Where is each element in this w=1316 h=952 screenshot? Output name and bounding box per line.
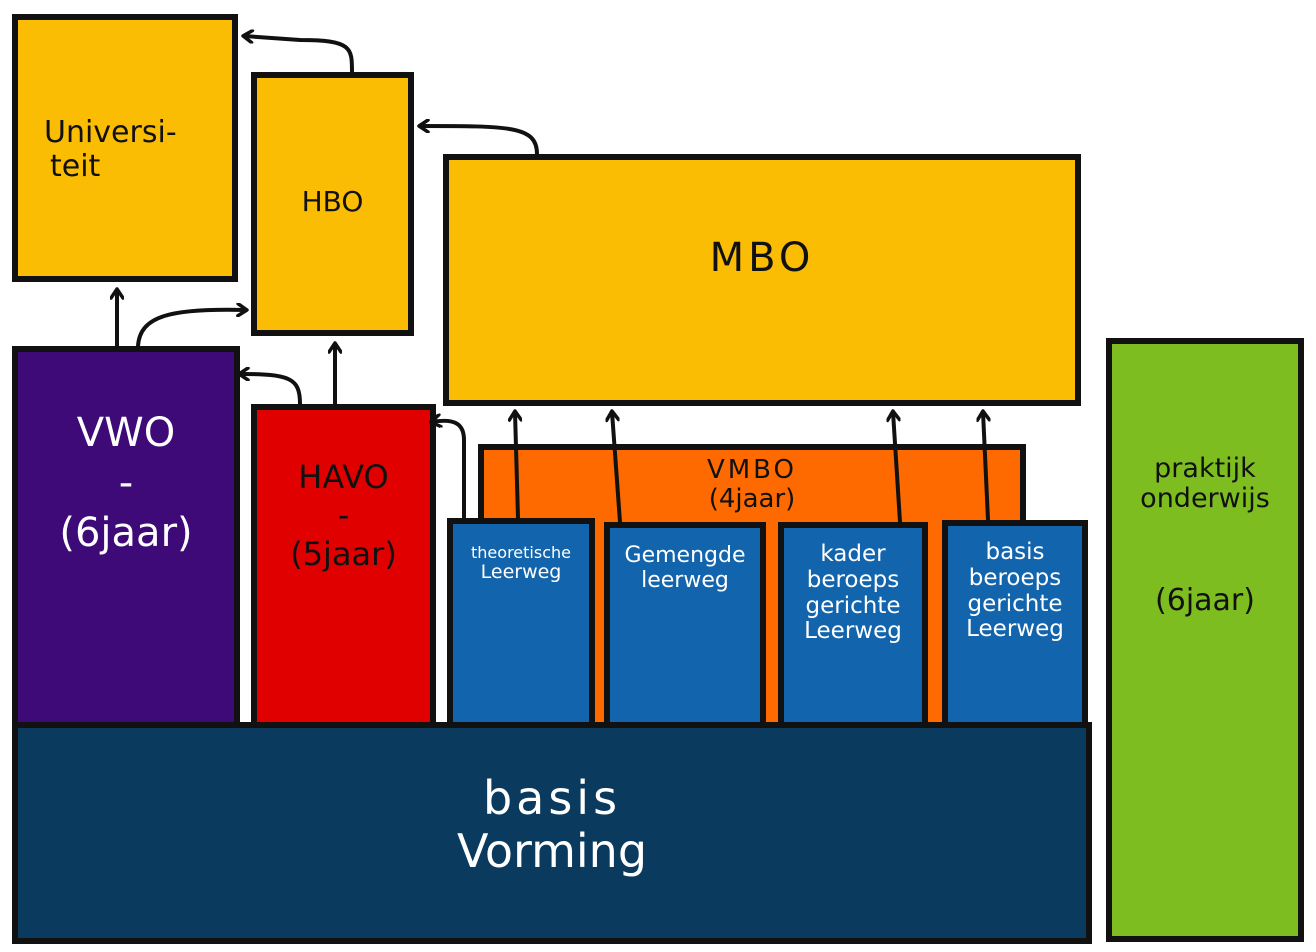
box-basis-beroeps-leerweg: basis beroeps gerichte Leerweg: [942, 520, 1088, 736]
praktijk-label-line1: praktijk: [1154, 453, 1256, 484]
basis-beroeps-label-line2: beroeps: [968, 564, 1062, 591]
havo-label-line1: HAVO: [298, 458, 389, 496]
hbo-label: HBO: [301, 185, 364, 218]
arrow-theoretische-havo: [432, 421, 466, 520]
kader-label-line4: Leerweg: [804, 618, 902, 645]
praktijk-label-line3: (6jaar): [1155, 583, 1255, 619]
box-praktijkonderwijs: praktijk onderwijs (6jaar): [1106, 338, 1304, 942]
vwo-label-line1: VWO: [76, 410, 176, 456]
basis-beroeps-label-line3: gerichte: [967, 590, 1063, 617]
box-mbo: MBO: [443, 154, 1081, 406]
box-hbo: HBO: [251, 72, 414, 336]
vmbo-label-line2: (4jaar): [708, 484, 796, 515]
box-kader-leerweg: kader beroeps gerichte Leerweg: [778, 522, 928, 736]
kader-label-line2: beroeps: [806, 566, 900, 593]
basis-beroeps-label-line4: Leerweg: [966, 616, 1064, 643]
universiteit-label-line2: teit: [50, 148, 101, 184]
basisvorming-label-line2: Vorming: [456, 823, 648, 878]
theoretische-label-line2: Leerweg: [480, 560, 562, 583]
gemengde-label-line1: Gemengde: [624, 543, 746, 568]
basis-beroeps-label-line1: basis: [985, 539, 1045, 565]
box-havo: HAVO - (5jaar): [251, 404, 436, 736]
vwo-label-line2: -: [118, 460, 134, 506]
box-theoretische-leerweg: theoretische Leerweg: [447, 518, 595, 736]
praktijk-label-line2: onderwijs: [1140, 483, 1270, 515]
box-gemengde-leerweg: Gemengde leerweg: [604, 522, 766, 736]
box-basisvorming: basis Vorming: [12, 722, 1092, 944]
theoretische-label-line1: theoretische: [471, 543, 571, 562]
havo-label-line2: -: [337, 496, 350, 535]
box-universiteit: Universi- teit: [12, 14, 238, 282]
arrow-hbo-universiteit: [244, 36, 354, 74]
basisvorming-label-line1: basis: [482, 771, 622, 825]
box-vwo: VWO - (6jaar): [12, 346, 240, 736]
mbo-label: MBO: [709, 235, 815, 281]
universiteit-label-line1: Universi-: [44, 115, 177, 150]
gemengde-label-line2: leerweg: [641, 567, 729, 593]
arrow-mbo-hbo: [420, 126, 539, 156]
arrow-vwo-hbo: [136, 310, 246, 348]
havo-label-line3: (5jaar): [290, 534, 397, 573]
arrow-havo-vwo: [240, 374, 302, 406]
kader-label-line1: kader: [820, 541, 886, 567]
vmbo-label-line1: VMBO: [706, 455, 798, 485]
vwo-label-line3: (6jaar): [59, 510, 193, 556]
kader-label-line3: gerichte: [805, 592, 901, 619]
